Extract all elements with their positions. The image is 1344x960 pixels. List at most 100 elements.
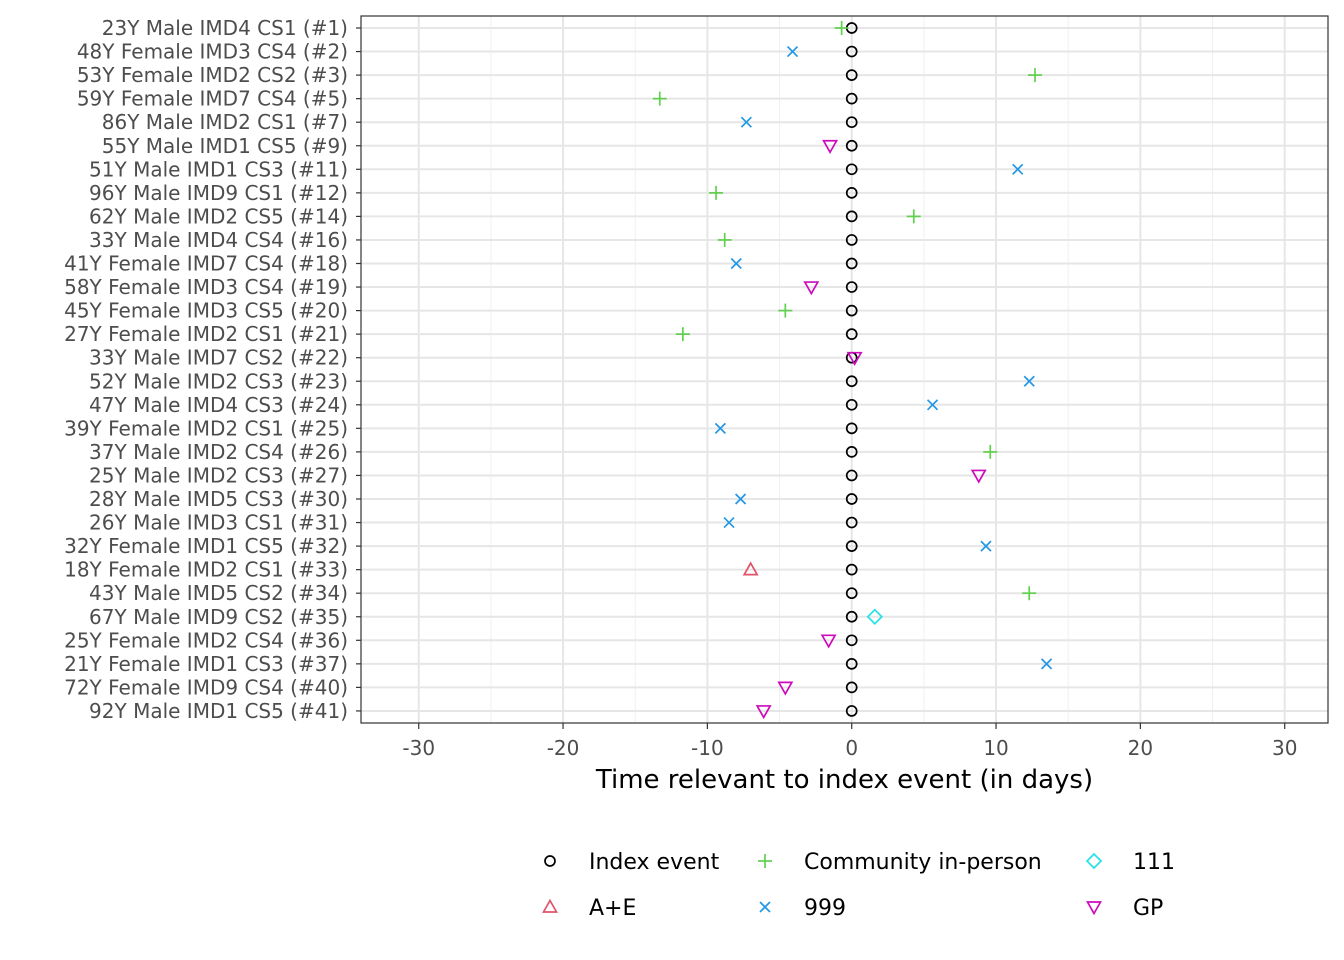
y-tick-label: 28Y Male IMD5 CS3 (#30) — [89, 487, 348, 511]
point-gp — [846, 351, 863, 366]
y-tick-label: 25Y Male IMD2 CS3 (#27) — [89, 463, 348, 487]
point-index-event — [845, 234, 858, 246]
legend-item-community-in-person: Community in-person — [758, 850, 1042, 875]
legend-label: A+E — [589, 896, 636, 921]
y-tick-label: 47Y Male IMD4 CS3 (#24) — [89, 393, 348, 417]
point-index-event — [845, 634, 858, 647]
x-tick-label: -10 — [691, 736, 724, 760]
point-999 — [723, 516, 735, 529]
legend-key-999 — [759, 901, 771, 913]
x-tick-label: -30 — [402, 736, 435, 760]
x-tick-label: 0 — [845, 736, 858, 760]
y-tick-label: 21Y Female IMD1 CS3 (#37) — [64, 652, 348, 676]
gridlines — [361, 16, 1328, 723]
y-tick-label: 53Y Female IMD2 CS2 (#3) — [77, 63, 348, 87]
point-index-event — [845, 469, 858, 482]
point-community-in-person — [1028, 68, 1043, 83]
point-index-event — [845, 681, 858, 694]
y-tick-label: 33Y Male IMD7 CS2 (#22) — [89, 346, 348, 370]
point-index-event — [845, 493, 858, 505]
legend-item-index-event: Index event — [544, 850, 720, 875]
point-999 — [734, 493, 747, 505]
point-index-event — [845, 328, 858, 340]
legend-key-community-in-person — [758, 854, 772, 868]
y-tick-label: 51Y Male IMD1 CS3 (#11) — [89, 157, 348, 181]
legend-item-111: 111 — [1085, 850, 1175, 875]
point-index-event — [845, 187, 858, 199]
point-community-in-person — [709, 185, 724, 200]
y-tick-label: 62Y Male IMD2 CS5 (#14) — [89, 204, 348, 228]
point-community-in-person — [675, 327, 690, 342]
point-index-event — [845, 563, 858, 576]
point-999 — [786, 45, 799, 58]
point-index-event — [845, 304, 858, 317]
x-tick-label: 20 — [1128, 736, 1153, 760]
point-999 — [1040, 658, 1053, 670]
y-tick-label: 18Y Female IMD2 CS1 (#33) — [64, 558, 348, 582]
point-community-in-person — [983, 444, 998, 459]
point-index-event — [845, 422, 858, 435]
point-index-event — [845, 281, 858, 293]
point-gp — [822, 139, 839, 154]
data-points — [652, 21, 1053, 720]
point-index-event — [845, 163, 858, 176]
y-tick-label: 59Y Female IMD7 CS4 (#5) — [77, 87, 348, 111]
point-999 — [740, 116, 752, 128]
legend-label: 111 — [1133, 850, 1175, 875]
point-index-event — [845, 540, 858, 552]
point-index-event — [845, 69, 858, 81]
y-axis: 23Y Male IMD4 CS1 (#1)48Y Female IMD3 CS… — [64, 16, 361, 723]
point-index-event — [845, 45, 858, 58]
x-tick-label: -20 — [547, 736, 580, 760]
point-index-event — [845, 139, 858, 152]
y-tick-label: 92Y Male IMD1 CS5 (#41) — [89, 699, 348, 723]
point-index-event — [845, 116, 858, 129]
legend-key-a-e — [542, 898, 558, 913]
x-tick-label: 30 — [1272, 736, 1297, 760]
y-tick-label: 48Y Female IMD3 CS4 (#2) — [77, 40, 348, 64]
point-index-event — [845, 92, 858, 105]
point-gp — [755, 705, 772, 720]
point-community-in-person — [717, 232, 732, 247]
y-tick-label: 25Y Female IMD2 CS4 (#36) — [64, 628, 348, 652]
point-index-event — [845, 705, 858, 717]
x-tick-label: 10 — [983, 736, 1008, 760]
legend-key-gp — [1086, 901, 1102, 916]
x-axis: -30 -20 -10 0 10 20 30 — [402, 723, 1297, 760]
point-index-event — [845, 610, 858, 623]
y-tick-label: 45Y Female IMD3 CS5 (#20) — [64, 299, 348, 323]
legend-key-111 — [1085, 852, 1103, 870]
point-community-in-person — [652, 91, 667, 106]
point-index-event — [845, 587, 858, 600]
point-index-event — [845, 516, 858, 529]
y-tick-label: 37Y Male IMD2 CS4 (#26) — [89, 440, 348, 464]
point-index-event — [845, 398, 858, 411]
y-tick-label: 52Y Male IMD2 CS3 (#23) — [89, 369, 348, 393]
y-tick-label: 86Y Male IMD2 CS1 (#7) — [102, 110, 348, 134]
legend-label: Community in-person — [804, 850, 1042, 875]
point-community-in-person — [834, 21, 849, 35]
y-tick-label: 67Y Male IMD9 CS2 (#35) — [89, 605, 348, 629]
y-tick-label: 39Y Female IMD2 CS1 (#25) — [64, 416, 348, 440]
plot-border — [360, 15, 1329, 724]
point-999 — [1012, 163, 1024, 175]
point-a-e — [742, 561, 759, 576]
legend: Index event Community in-person 111 A+E 999 G… — [542, 850, 1175, 921]
point-index-event — [845, 210, 858, 223]
point-gp — [777, 681, 794, 696]
point-111 — [866, 608, 884, 625]
y-tick-label: 23Y Male IMD4 CS1 (#1) — [102, 16, 348, 40]
legend-label: GP — [1133, 896, 1163, 921]
point-community-in-person — [778, 303, 793, 318]
legend-item-a-e: A+E — [542, 896, 636, 921]
point-index-event — [845, 446, 858, 458]
legend-label: Index event — [589, 850, 720, 875]
point-index-event — [845, 657, 858, 670]
point-999 — [730, 257, 742, 270]
y-tick-label: 96Y Male IMD9 CS1 (#12) — [89, 181, 348, 205]
legend-item-gp: GP — [1086, 896, 1163, 921]
point-gp — [820, 634, 837, 649]
y-tick-label: 41Y Female IMD7 CS4 (#18) — [64, 252, 348, 276]
y-tick-label: 32Y Female IMD1 CS5 (#32) — [64, 534, 348, 558]
